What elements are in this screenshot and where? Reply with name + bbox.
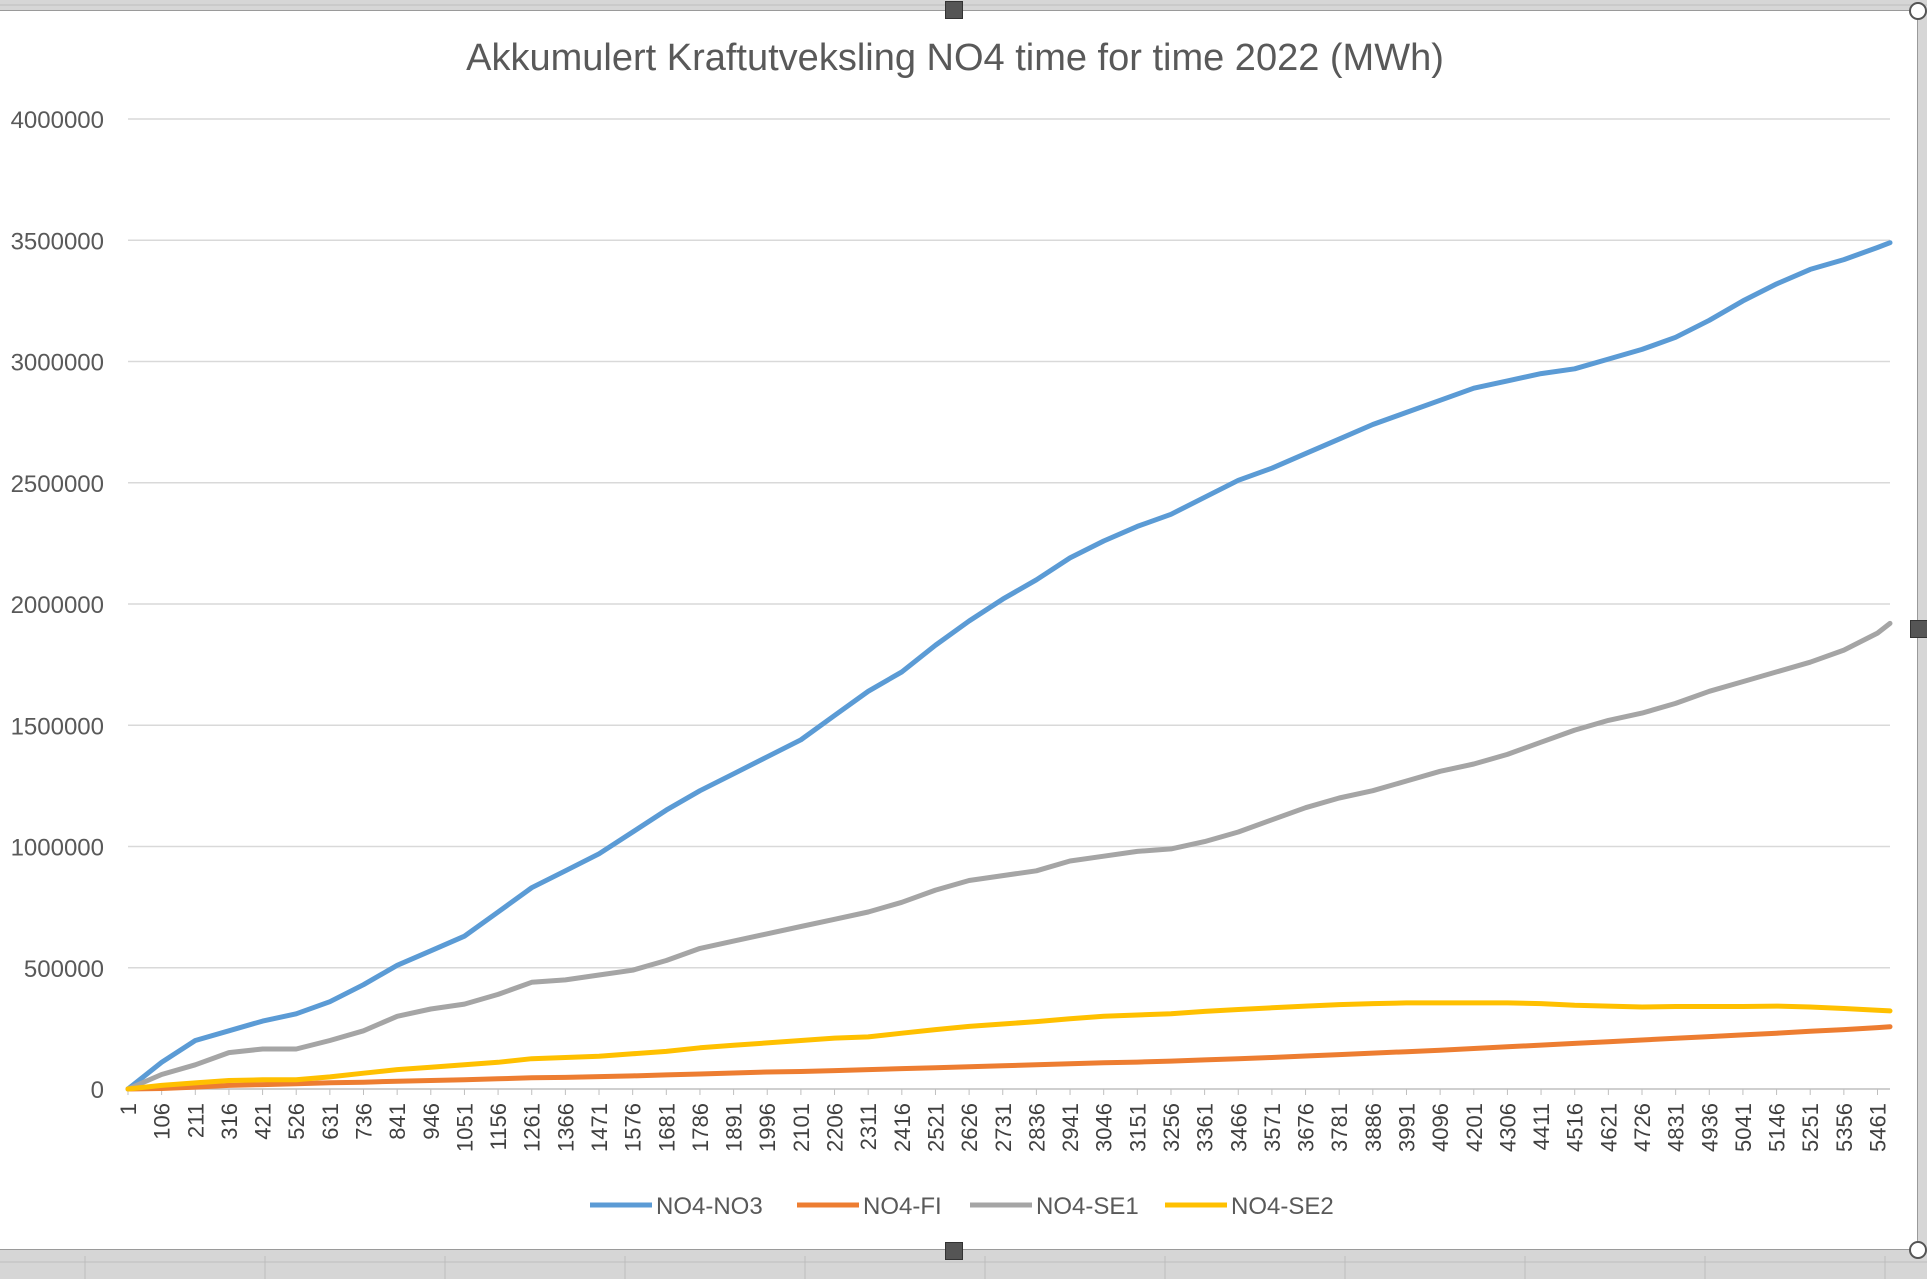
- x-tick-label: 1156: [486, 1103, 511, 1150]
- resize-handle-top[interactable]: [945, 1, 963, 19]
- x-tick-label: 4621: [1596, 1103, 1621, 1152]
- x-tick-label: 2206: [823, 1103, 848, 1152]
- y-tick-label: 4000000: [11, 107, 104, 134]
- x-tick-label: 1051: [452, 1103, 477, 1152]
- x-tick-label: 4201: [1462, 1103, 1487, 1152]
- y-tick-label: 2000000: [11, 592, 104, 619]
- x-tick-label: 1366: [553, 1103, 578, 1152]
- legend-label: NO4-SE2: [1231, 1193, 1334, 1220]
- x-tick-label: 1: [116, 1103, 141, 1115]
- x-tick-label: 3571: [1260, 1103, 1285, 1152]
- x-tick-label: 2626: [957, 1103, 982, 1152]
- x-tick-label: 1471: [587, 1103, 612, 1152]
- x-tick-label: 3676: [1294, 1103, 1319, 1152]
- x-tick-label: 736: [352, 1103, 377, 1140]
- x-tick-label: 1996: [755, 1103, 780, 1152]
- x-tick-label: 4831: [1664, 1103, 1689, 1152]
- y-tick-label: 1000000: [11, 835, 104, 862]
- series-line-no4-se1[interactable]: [125, 620, 1893, 1092]
- x-tick-label: 5251: [1798, 1103, 1823, 1152]
- x-tick-label: 3991: [1394, 1103, 1419, 1152]
- series-lines: [125, 240, 1893, 1092]
- x-tick-label: 2521: [923, 1103, 948, 1152]
- x-tick-label: 526: [284, 1103, 309, 1140]
- x-tick-label: 946: [419, 1103, 444, 1140]
- x-tick-label: 2101: [789, 1103, 814, 1152]
- x-tick-label: 1576: [621, 1103, 646, 1152]
- resize-handle-right[interactable]: [1910, 620, 1927, 638]
- x-tick-label: 5146: [1765, 1103, 1790, 1152]
- y-tick-label: 3000000: [11, 350, 104, 377]
- x-tick-label: 2311: [856, 1103, 881, 1150]
- x-tick-label: 3466: [1226, 1103, 1251, 1152]
- x-tick-label: 3886: [1361, 1103, 1386, 1152]
- legend[interactable]: NO4-NO3 NO4-FI NO4-SE1 NO4-SE2: [590, 1193, 1334, 1220]
- x-tick-label: 3781: [1327, 1103, 1352, 1152]
- x-tick-label: 3256: [1159, 1103, 1184, 1152]
- series-line-no4-no3[interactable]: [125, 240, 1893, 1092]
- x-tick-label: 421: [251, 1103, 276, 1140]
- y-tick-label: 3500000: [11, 228, 104, 255]
- x-tick-label: 2836: [1024, 1103, 1049, 1152]
- y-tick-label: 1500000: [11, 713, 104, 740]
- y-tick-label: 2500000: [11, 471, 104, 498]
- x-tick-label: 4516: [1563, 1103, 1588, 1152]
- legend-label: NO4-SE1: [1036, 1193, 1139, 1220]
- x-tick-label: 1786: [688, 1103, 713, 1152]
- x-tick-label: 2731: [991, 1103, 1016, 1152]
- x-tick-label: 5461: [1866, 1103, 1891, 1152]
- chart-title: Akkumulert Kraftutveksling NO4 time for …: [466, 37, 1444, 79]
- x-tick-label: 631: [318, 1103, 343, 1140]
- x-tick-label: 5041: [1731, 1103, 1756, 1152]
- x-tick-label: 5356: [1832, 1103, 1857, 1152]
- x-tick-label: 841: [385, 1103, 410, 1140]
- x-axis-labels: 1 106 211 316 421 526 631 736 841 946 1051 1156 1261…: [116, 1089, 1891, 1152]
- legend-label: NO4-NO3: [656, 1193, 763, 1220]
- gridlines: [128, 118, 1890, 1090]
- y-tick-label: 0: [91, 1077, 104, 1104]
- x-tick-label: 316: [217, 1103, 242, 1140]
- x-tick-label: 4096: [1428, 1103, 1453, 1152]
- x-tick-label: 1681: [654, 1103, 679, 1152]
- x-tick-label: 2941: [1058, 1103, 1083, 1152]
- y-tick-label: 500000: [24, 956, 104, 983]
- y-axis-labels: 0 500000 1000000 1500000 2000000 2500000 30000…: [11, 107, 104, 1104]
- x-tick-label: 4411: [1529, 1103, 1554, 1150]
- series-line-no4-fi[interactable]: [125, 1024, 1893, 1092]
- resize-handle-bottom[interactable]: [945, 1242, 963, 1260]
- x-tick-label: 3046: [1092, 1103, 1117, 1152]
- x-tick-label: 4726: [1630, 1103, 1655, 1152]
- x-tick-label: 106: [150, 1103, 175, 1140]
- x-tick-label: 211: [183, 1103, 208, 1138]
- x-tick-label: 2416: [890, 1103, 915, 1152]
- series-line-no4-se2[interactable]: [125, 1000, 1893, 1092]
- x-tick-label: 3361: [1193, 1103, 1218, 1152]
- x-tick-label: 1891: [722, 1103, 747, 1152]
- legend-label: NO4-FI: [863, 1193, 942, 1220]
- x-tick-label: 3151: [1125, 1103, 1150, 1152]
- resize-handle-top-right[interactable]: [1909, 2, 1927, 20]
- x-tick-label: 4306: [1495, 1103, 1520, 1152]
- x-tick-label: 1261: [520, 1103, 545, 1152]
- x-tick-label: 4936: [1697, 1103, 1722, 1152]
- resize-handle-bottom-right[interactable]: [1909, 1241, 1927, 1259]
